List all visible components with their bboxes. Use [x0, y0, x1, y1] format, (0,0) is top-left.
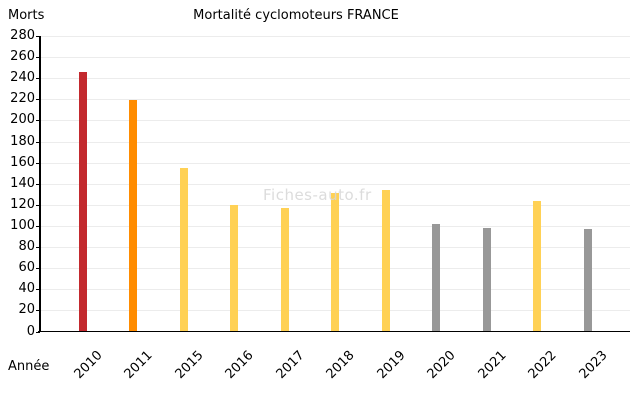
chart-title: Mortalité cyclomoteurs FRANCE — [193, 8, 399, 23]
x-tick-label-2020: 2020 — [424, 348, 459, 383]
x-tick-label-2010: 2010 — [71, 348, 106, 383]
bar-2015 — [179, 167, 188, 332]
y-tick-label: 0 — [26, 323, 35, 339]
y-tick-mark — [36, 289, 40, 291]
x-tick-label-2017: 2017 — [273, 348, 308, 383]
y-tick-mark — [36, 141, 40, 143]
bar-2017 — [280, 208, 289, 332]
x-tick-label-2023: 2023 — [576, 348, 611, 383]
gridline — [41, 183, 630, 185]
bar-2019 — [381, 190, 390, 332]
x-tick-label-2015: 2015 — [172, 348, 207, 383]
y-tick-label: 280 — [10, 28, 35, 43]
y-tick-label: 200 — [10, 112, 35, 128]
y-axis-label: Morts — [8, 8, 45, 23]
gridline — [41, 162, 630, 164]
x-tick-label-2016: 2016 — [222, 348, 257, 383]
y-tick-label: 160 — [10, 154, 35, 170]
y-tick-mark — [36, 99, 40, 101]
y-tick-mark — [36, 162, 40, 164]
bar-2010 — [79, 71, 87, 332]
gridline — [41, 141, 630, 143]
y-tick-label: 260 — [10, 49, 35, 65]
bar-2022 — [533, 200, 542, 332]
y-tick-mark — [36, 78, 40, 80]
bar-2016 — [230, 204, 239, 332]
y-tick-mark — [36, 310, 40, 312]
x-tick-label-2019: 2019 — [374, 348, 409, 383]
y-tick-label: 140 — [10, 175, 35, 191]
bar-2020 — [432, 223, 441, 332]
y-tick-mark — [36, 204, 40, 206]
x-axis-label: Année — [8, 359, 50, 374]
y-tick-label: 220 — [10, 91, 35, 107]
y-tick-mark — [36, 225, 40, 227]
x-tick-label-2011: 2011 — [122, 348, 157, 383]
y-tick-mark — [36, 183, 40, 185]
x-tick-label-2018: 2018 — [323, 348, 358, 383]
y-tick-label: 240 — [10, 70, 35, 86]
gridline — [41, 78, 630, 80]
y-tick-label: 120 — [10, 196, 35, 212]
y-tick-mark — [36, 36, 40, 37]
y-tick-label: 40 — [18, 281, 35, 297]
gridline — [41, 99, 630, 101]
gridline — [41, 120, 630, 122]
bar-2011 — [129, 100, 138, 332]
y-tick-label: 20 — [18, 302, 35, 318]
y-tick-mark — [36, 331, 40, 333]
y-tick-mark — [36, 268, 40, 270]
x-axis-line — [38, 330, 630, 333]
x-tick-label-2022: 2022 — [525, 348, 560, 383]
y-tick-mark — [36, 57, 40, 59]
y-tick-label: 80 — [18, 239, 35, 255]
gridline — [41, 36, 630, 37]
bar-2023 — [583, 229, 592, 332]
y-tick-label: 180 — [10, 133, 35, 149]
y-tick-label: 100 — [10, 217, 35, 233]
bar-2021 — [482, 228, 491, 332]
bar-2018 — [331, 193, 340, 332]
x-tick-label-2021: 2021 — [475, 348, 510, 383]
watermark: Fiches-auto.fr — [263, 186, 372, 204]
y-tick-mark — [36, 120, 40, 122]
gridline — [41, 57, 630, 59]
y-tick-mark — [36, 247, 40, 249]
y-tick-label: 60 — [18, 260, 35, 276]
